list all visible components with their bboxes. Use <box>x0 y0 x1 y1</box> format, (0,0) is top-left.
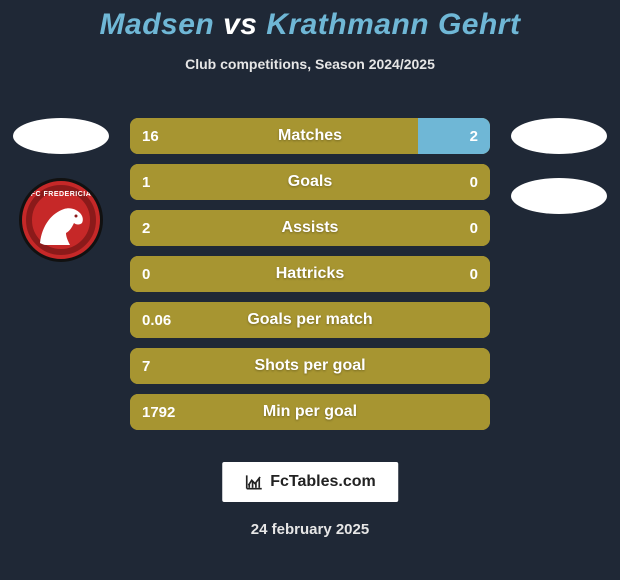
subtitle: Club competitions, Season 2024/2025 <box>0 56 620 72</box>
player1-name: Madsen <box>100 8 215 41</box>
vs-text: vs <box>223 8 257 41</box>
player1-badges: FC FREDERICIA <box>6 118 116 262</box>
stat-label: Goals per match <box>130 302 490 338</box>
logo-text: FcTables.com <box>270 473 376 491</box>
comparison-title: Madsen vs Krathmann Gehrt <box>0 0 620 42</box>
club-badge-placeholder <box>511 178 607 214</box>
player2-badges <box>504 118 614 238</box>
stat-row: 7Shots per goal <box>130 348 490 384</box>
stat-row: 00Hattricks <box>130 256 490 292</box>
club-name-label: FC FREDERICIA <box>22 191 100 198</box>
player1-club-badge: FC FREDERICIA <box>19 178 103 262</box>
country-badge-placeholder <box>511 118 607 154</box>
stat-row: 162Matches <box>130 118 490 154</box>
stat-label: Hattricks <box>130 256 490 292</box>
stat-label: Matches <box>130 118 490 154</box>
stat-label: Min per goal <box>130 394 490 430</box>
stat-label: Assists <box>130 210 490 246</box>
fctables-logo: FcTables.com <box>222 462 398 502</box>
stat-row: 0.06Goals per match <box>130 302 490 338</box>
stat-row: 10Goals <box>130 164 490 200</box>
player2-name: Krathmann Gehrt <box>266 8 520 41</box>
horse-icon <box>36 203 90 249</box>
country-badge-placeholder <box>13 118 109 154</box>
chart-icon <box>244 472 264 492</box>
stat-label: Goals <box>130 164 490 200</box>
stat-row: 20Assists <box>130 210 490 246</box>
stats-panel: 162Matches 10Goals 20Assists 00Hattricks 0.0… <box>130 118 490 440</box>
stat-row: 1792Min per goal <box>130 394 490 430</box>
stat-label: Shots per goal <box>130 348 490 384</box>
footer-date: 24 february 2025 <box>0 521 620 538</box>
